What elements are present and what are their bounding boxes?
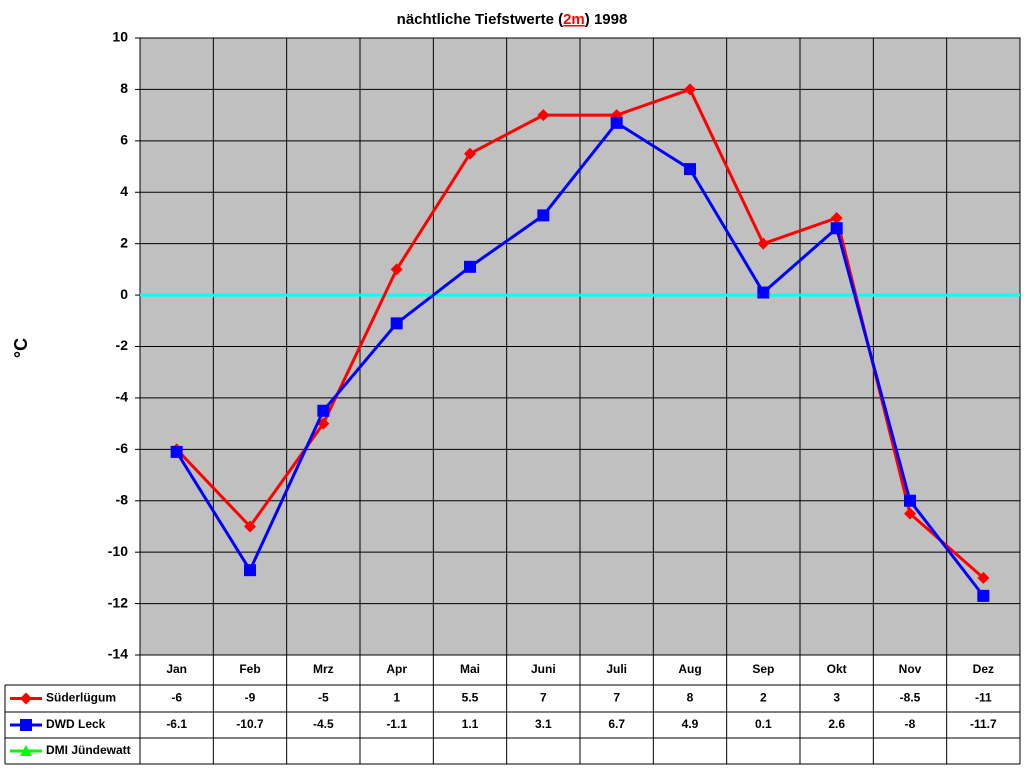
marker (977, 571, 990, 584)
table-value: 6.7 (608, 717, 625, 731)
marker (244, 520, 256, 533)
marker (684, 83, 696, 96)
marker (830, 222, 843, 235)
marker (390, 263, 403, 276)
legend-label: DMI Jündewatt (46, 743, 131, 757)
marker (464, 260, 476, 273)
table-value: -11.7 (970, 717, 997, 731)
table-value: -8 (905, 717, 916, 731)
title-highlight: 2m (563, 11, 585, 28)
table-value: 1 (393, 691, 400, 705)
y-tick-label: -6 (116, 440, 129, 456)
x-tick-label: Dez (973, 662, 994, 676)
table-value: -6.1 (166, 717, 187, 731)
table-value: -4.5 (313, 717, 334, 731)
table-value: 2 (760, 691, 767, 705)
y-tick-label: 2 (120, 234, 128, 250)
y-tick-label: 0 (120, 286, 128, 302)
title-part: nächtliche Tiefstwerte ( (397, 11, 563, 28)
marker (537, 109, 550, 122)
x-tick-label: Juli (606, 662, 627, 676)
table-value: -11 (975, 691, 992, 705)
marker (610, 116, 623, 129)
x-tick-label: Aug (678, 662, 701, 676)
y-tick-label: -2 (116, 337, 129, 353)
table-value: -5 (318, 691, 329, 705)
table-value: 2.6 (828, 717, 845, 731)
y-tick-label: 6 (120, 132, 128, 148)
y-tick-label: 10 (112, 29, 128, 45)
title-part: ) 1998 (585, 11, 628, 28)
table-value: -1.1 (386, 717, 407, 731)
marker (757, 286, 770, 299)
marker (317, 404, 330, 417)
y-tick-label: 4 (120, 183, 128, 199)
y-axis-label: °C (11, 338, 31, 358)
marker (390, 317, 403, 330)
table-value: 7 (613, 691, 620, 705)
legend-label: DWD Leck (46, 717, 106, 731)
x-tick-label: Jan (166, 662, 187, 676)
marker (20, 692, 32, 705)
marker (977, 589, 990, 602)
table-value: -9 (245, 691, 256, 705)
marker (244, 564, 256, 577)
marker (20, 745, 32, 756)
y-tick-label: 8 (120, 80, 128, 96)
table-value: -10.7 (236, 717, 264, 731)
y-tick-label: -8 (116, 491, 129, 507)
marker (830, 211, 843, 224)
marker (904, 507, 916, 520)
marker (464, 147, 476, 160)
x-tick-label: Juni (531, 662, 556, 676)
x-tick-label: Okt (827, 662, 847, 676)
x-tick-label: Sep (752, 662, 774, 676)
table-value: 7 (540, 691, 547, 705)
table-value: 8 (687, 691, 694, 705)
marker (904, 494, 916, 507)
x-tick-label: Feb (239, 662, 260, 676)
table-value: 5.5 (462, 691, 479, 705)
marker (684, 163, 696, 176)
y-tick-label: -4 (116, 389, 129, 405)
y-tick-label: -12 (108, 594, 128, 610)
marker (757, 237, 770, 250)
x-tick-label: Mai (460, 662, 480, 676)
series-line (175, 120, 985, 597)
table-value: 0.1 (755, 717, 772, 731)
y-tick-label: -10 (108, 543, 128, 559)
x-tick-label: Nov (899, 662, 922, 676)
marker (537, 209, 550, 222)
x-tick-label: Mrz (313, 662, 334, 676)
table-value: 3.1 (535, 717, 552, 731)
marker (20, 719, 32, 731)
marker (170, 445, 183, 458)
table-value: -8.5 (900, 691, 921, 705)
table-value: 3 (833, 691, 840, 705)
y-tick-label: -14 (108, 646, 128, 662)
x-tick-label: Apr (386, 662, 407, 676)
table-value: 1.1 (462, 717, 479, 731)
chart-title: nächtliche Tiefstwerte (2m) 1998 (397, 11, 628, 28)
legend-label: Süderlügum (46, 691, 116, 705)
table-value: -6 (171, 691, 182, 705)
table-value: 4.9 (682, 717, 699, 731)
